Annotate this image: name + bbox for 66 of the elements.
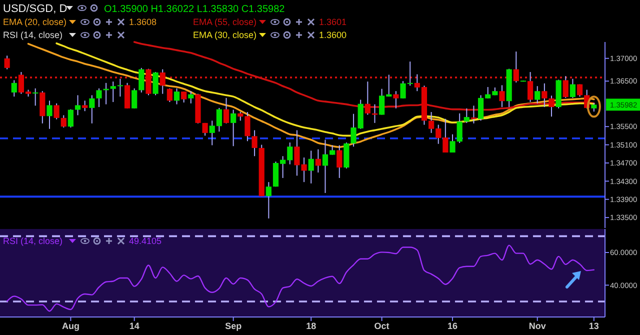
x-tick-label: Nov: [528, 321, 546, 331]
candlestick: [166, 88, 172, 103]
x-tick-label: Oct: [374, 321, 390, 331]
chart-subtitle: O1.35900 H1.36022 L1.35830 C1.35982: [104, 4, 286, 15]
candlestick: [96, 88, 102, 108]
candlestick: [266, 182, 272, 219]
legend-label: RSI (14, close): [3, 236, 63, 246]
candlestick: [372, 104, 378, 124]
candlestick: [336, 144, 342, 178]
candlestick: [202, 122, 208, 136]
candlestick: [470, 105, 477, 124]
candlestick: [464, 108, 470, 124]
x-tick-label: 13: [588, 321, 599, 331]
candlestick: [542, 82, 548, 108]
candlestick: [287, 142, 293, 165]
candlestick: [40, 90, 46, 124]
candlestick: [527, 72, 534, 103]
candlestick: [138, 67, 144, 93]
candlestick: [4, 55, 10, 70]
x-tick-label: Sep: [225, 321, 242, 331]
x-tick-label: 14: [129, 321, 140, 331]
legend-label: EMA (30, close): [193, 30, 257, 40]
candlestick: [252, 130, 258, 157]
text: 1.3600: [319, 30, 347, 40]
candlestick: [160, 68, 166, 94]
annotation: 49.4105: [129, 236, 162, 246]
candlestick: [393, 90, 399, 109]
candlestick: [117, 78, 123, 98]
candlestick: [74, 94, 81, 116]
candlestick: [60, 114, 66, 128]
text: 1.3608: [129, 17, 157, 27]
candlestick: [576, 84, 583, 98]
legend-label: EMA (55, close): [193, 17, 257, 27]
candlestick: [110, 81, 116, 103]
candlestick: [315, 148, 321, 174]
candlestick: [570, 78, 576, 98]
chart-title: USD/SGD, D: [3, 3, 68, 15]
x-tick-label: 18: [306, 321, 316, 331]
text: RSI (14, close): [3, 30, 63, 40]
candlestick: [11, 80, 17, 98]
candlestick: [46, 100, 52, 130]
candlestick: [364, 81, 370, 116]
candlestick: [308, 150, 314, 184]
candlestick: [124, 82, 130, 109]
legend-label: EMA (20, close): [3, 17, 67, 27]
candlestick: [223, 97, 230, 124]
candlestick: [132, 88, 138, 109]
candlestick: [54, 102, 60, 120]
candlestick: [68, 108, 74, 128]
candlestick: [513, 51, 519, 83]
text: 1.3601: [319, 17, 347, 27]
candlestick: [181, 91, 187, 103]
candlestick: [562, 76, 568, 98]
candlestick: [188, 90, 194, 104]
candlestick: [82, 100, 88, 112]
line-series: [6, 244, 595, 312]
x-tick-label: Aug: [62, 321, 80, 331]
candlestick: [499, 84, 505, 108]
candlestick: [152, 72, 158, 96]
candlestick: [230, 109, 236, 147]
candlestick: [548, 95, 554, 118]
candlestick: [534, 86, 540, 104]
candlestick: [32, 88, 38, 106]
candlestick: [89, 94, 95, 124]
candlestick: [174, 88, 180, 105]
x-tick-label: 16: [448, 321, 458, 331]
